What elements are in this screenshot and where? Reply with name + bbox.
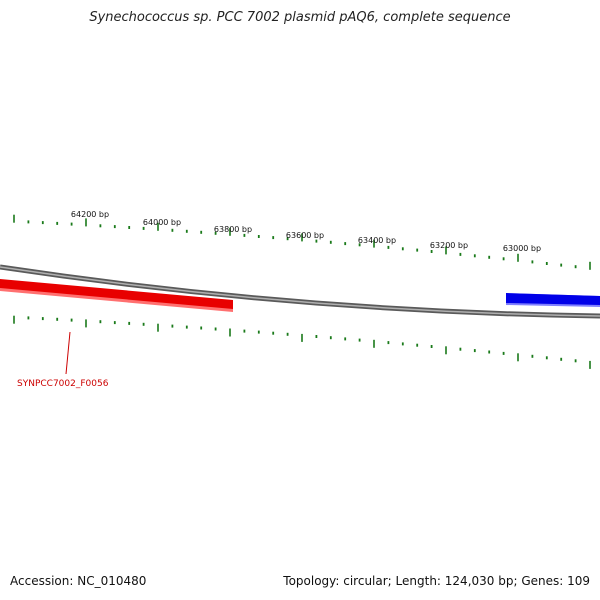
scale-label-64000: 64000 bp: [143, 218, 181, 227]
accession-text: Accession: NC_010480: [10, 574, 147, 588]
scale-label-63000: 63000 bp: [503, 244, 541, 253]
gene-label-synpcc7002-f0056[interactable]: SYNPCC7002_F0056: [17, 379, 109, 389]
map-title: Synechococcus sp. PCC 7002 plasmid pAQ6,…: [89, 10, 511, 25]
gene-label-leader: [65, 331, 71, 375]
gene-reverse-blue[interactable]: [506, 293, 600, 305]
outer-scale-ticks: [13, 214, 591, 270]
scale-label-63200: 63200 bp: [430, 241, 468, 250]
scale-label-63800: 63800 bp: [214, 225, 252, 234]
topology-summary-text: Topology: circular; Length: 124,030 bp; …: [283, 574, 590, 588]
scale-label-64200: 64200 bp: [71, 210, 109, 219]
gene-synpcc7002-f0056[interactable]: [0, 279, 233, 309]
scale-label-63600: 63600 bp: [286, 231, 324, 240]
plasmid-backbone-highlight: [0, 266, 600, 317]
inner-scale-ticks: [13, 315, 591, 369]
scale-label-63400: 63400 bp: [358, 236, 396, 245]
